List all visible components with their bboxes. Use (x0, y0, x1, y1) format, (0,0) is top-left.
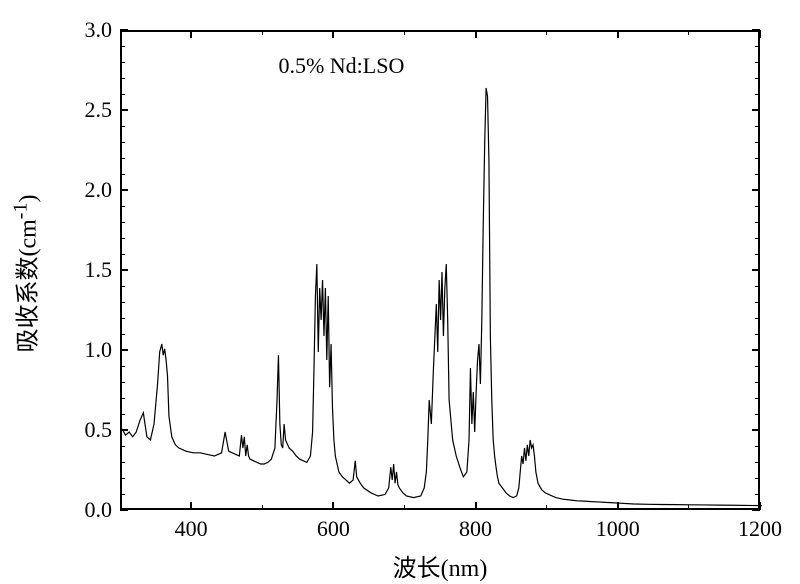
tick-mark (120, 206, 125, 207)
tick-mark (120, 302, 125, 303)
tick-mark (120, 254, 125, 255)
tick-mark (617, 502, 619, 510)
tick-mark (755, 286, 760, 287)
tick-mark (755, 302, 760, 303)
tick-mark (617, 30, 619, 38)
tick-mark (755, 238, 760, 239)
tick-label: 3.0 (62, 17, 112, 43)
tick-label: 1.5 (62, 257, 112, 283)
tick-mark (752, 429, 760, 431)
x-axis-label: 波长(nm) (120, 548, 760, 583)
tick-mark (755, 222, 760, 223)
tick-mark (546, 505, 547, 510)
tick-mark (755, 366, 760, 367)
tick-mark (755, 142, 760, 143)
tick-mark (755, 206, 760, 207)
tick-mark (688, 30, 689, 35)
tick-mark (120, 238, 125, 239)
tick-mark (755, 478, 760, 479)
sample-label: 0.5% Nd:LSO (278, 53, 404, 79)
tick-mark (190, 502, 192, 510)
tick-mark (755, 46, 760, 47)
tick-mark (755, 94, 760, 95)
tick-mark (755, 334, 760, 335)
tick-label: 0.0 (62, 497, 112, 523)
spectrum-figure: 0.5% Nd:LSO 吸收系数(cm-1) 波长(nm) 400 600 800 1… (0, 0, 800, 584)
tick-mark (752, 269, 760, 271)
tick-mark (755, 318, 760, 319)
tick-mark (120, 509, 128, 511)
tick-mark (120, 62, 125, 63)
tick-mark (120, 334, 125, 335)
tick-label: 600 (293, 516, 373, 542)
tick-mark (755, 126, 760, 127)
tick-mark (752, 29, 760, 31)
tick-mark (120, 94, 125, 95)
tick-mark (546, 30, 547, 35)
tick-mark (120, 318, 125, 319)
spectrum-line-svg (122, 32, 762, 512)
tick-mark (755, 414, 760, 415)
tick-mark (755, 174, 760, 175)
tick-mark (120, 429, 128, 431)
tick-mark (120, 158, 125, 159)
tick-mark (190, 30, 192, 38)
tick-mark (755, 398, 760, 399)
tick-mark (752, 109, 760, 111)
tick-mark (688, 505, 689, 510)
tick-mark (755, 158, 760, 159)
tick-mark (120, 494, 125, 495)
tick-mark (120, 142, 125, 143)
tick-mark (120, 269, 128, 271)
tick-mark (262, 30, 263, 35)
tick-label: 2.5 (62, 97, 112, 123)
tick-mark (752, 509, 760, 511)
tick-mark (120, 126, 125, 127)
tick-label: 0.5 (62, 417, 112, 443)
tick-mark (752, 189, 760, 191)
tick-mark (120, 29, 128, 31)
tick-mark (262, 505, 263, 510)
tick-mark (120, 286, 125, 287)
spectrum-series (122, 88, 762, 506)
tick-mark (475, 502, 477, 510)
tick-mark (120, 46, 125, 47)
tick-mark (120, 349, 128, 351)
tick-mark (755, 494, 760, 495)
tick-mark (120, 478, 125, 479)
tick-mark (755, 382, 760, 383)
tick-label: 2.0 (62, 177, 112, 203)
tick-mark (759, 30, 761, 38)
tick-mark (755, 462, 760, 463)
tick-mark (120, 174, 125, 175)
tick-mark (755, 62, 760, 63)
tick-label: 800 (436, 516, 516, 542)
tick-mark (755, 78, 760, 79)
tick-mark (120, 109, 128, 111)
y-axis-label: 吸收系数(cm-1) (8, 174, 43, 374)
tick-mark (120, 382, 125, 383)
tick-label: 400 (151, 516, 231, 542)
tick-mark (332, 30, 334, 38)
tick-label: 1.0 (62, 337, 112, 363)
tick-mark (475, 30, 477, 38)
tick-mark (120, 222, 125, 223)
tick-mark (120, 78, 125, 79)
tick-mark (120, 189, 128, 191)
tick-mark (755, 254, 760, 255)
tick-mark (120, 398, 125, 399)
tick-mark (755, 446, 760, 447)
tick-mark (120, 366, 125, 367)
tick-mark (120, 446, 125, 447)
tick-mark (752, 349, 760, 351)
tick-mark (404, 505, 405, 510)
tick-mark (404, 30, 405, 35)
tick-mark (332, 502, 334, 510)
tick-mark (120, 462, 125, 463)
tick-mark (120, 414, 125, 415)
tick-label: 1000 (578, 516, 658, 542)
plot-area: 0.5% Nd:LSO (120, 30, 760, 510)
tick-label: 1200 (720, 516, 800, 542)
